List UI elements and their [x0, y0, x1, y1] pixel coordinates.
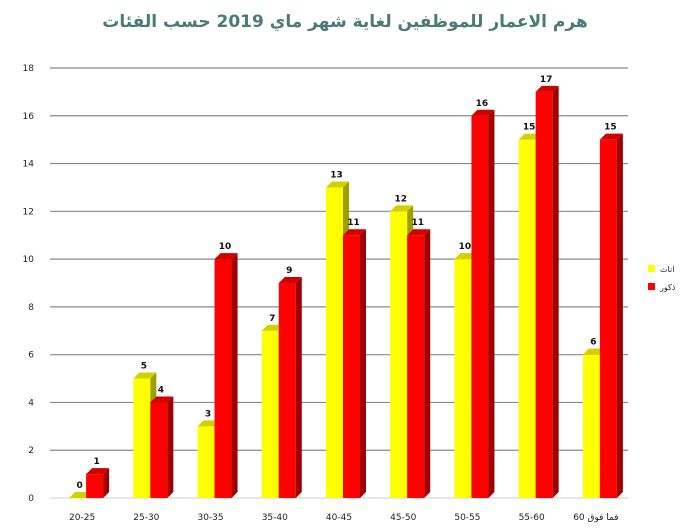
- bar-side: [231, 253, 238, 498]
- bar-front: [69, 498, 87, 499]
- y-tick-label: 2: [28, 446, 34, 456]
- y-tick-label: 8: [28, 303, 34, 313]
- bar-top: [326, 181, 349, 188]
- bar-front: [582, 354, 600, 498]
- bar-side: [616, 133, 623, 498]
- data-label: 5: [141, 362, 147, 372]
- x-tick-label: 45-50: [390, 513, 416, 523]
- x-tick-label: 55-60: [519, 513, 545, 523]
- y-tick-label: 4: [28, 398, 34, 408]
- bar-front: [261, 330, 279, 498]
- bar-front: [407, 235, 425, 498]
- y-axis: 0 2 4 6 8 10 12 14 16 18: [23, 64, 35, 504]
- legend-swatch: [648, 265, 655, 272]
- data-label: 1: [93, 457, 99, 467]
- y-tick-label: 0: [28, 494, 34, 504]
- bar-front: [518, 139, 536, 498]
- bar-top: [407, 229, 431, 236]
- y-tick-label: 18: [23, 64, 35, 74]
- bar-top: [86, 468, 110, 475]
- chart-title: هرم الاعمار للموظفين لغاية شهر ماي 2019 …: [102, 12, 588, 32]
- bar-side: [167, 396, 174, 498]
- bar-side: [295, 277, 302, 498]
- x-tick-label: 60 فما فوق: [573, 513, 618, 523]
- bar: 16: [471, 99, 495, 499]
- data-label: 16: [476, 99, 489, 109]
- bar-front: [278, 283, 296, 498]
- data-label: 15: [523, 123, 536, 133]
- bar-front: [86, 474, 104, 498]
- bar-top: [133, 372, 157, 379]
- y-tick-label: 6: [28, 351, 34, 361]
- x-axis: 20-25 25-30 30-35 35-40 40-45 45-50 50-55 55-60…: [69, 513, 619, 523]
- bar: 11: [407, 218, 431, 498]
- bar-top: [390, 205, 414, 212]
- bar-front: [471, 115, 489, 499]
- bar-side: [424, 229, 431, 498]
- bar-top: [471, 109, 495, 116]
- x-tick-label: 20-25: [69, 513, 95, 523]
- bar: 11: [343, 218, 366, 498]
- bar-top: [599, 133, 623, 140]
- x-tick-label: 40-45: [326, 513, 352, 523]
- x-tick-label: 35-40: [262, 513, 288, 523]
- data-label: 15: [604, 123, 617, 133]
- bar: 4: [150, 385, 174, 498]
- bar-top: [214, 253, 238, 260]
- x-tick-label: 25-30: [133, 513, 159, 523]
- data-label: 10: [459, 242, 472, 252]
- data-label: 11: [347, 218, 360, 228]
- legend-swatch: [648, 283, 655, 290]
- bar-side: [552, 85, 559, 498]
- bar-front: [214, 259, 232, 498]
- legend-label: ذكور: [659, 283, 676, 292]
- x-tick-label: 50-55: [454, 513, 480, 523]
- data-label: 17: [540, 75, 553, 85]
- bar-front: [535, 91, 553, 498]
- bar: 1: [86, 457, 110, 498]
- bar-front: [454, 259, 472, 498]
- bar-side: [488, 109, 495, 499]
- data-label: 3: [205, 409, 211, 419]
- bar-top: [150, 396, 174, 403]
- bar-top: [278, 277, 302, 283]
- bar-front: [197, 426, 215, 498]
- data-label: 7: [269, 314, 275, 324]
- legend: اناث ذكور: [648, 265, 676, 292]
- y-tick-label: 16: [23, 112, 35, 122]
- data-label: 4: [158, 385, 164, 395]
- data-label: 0: [76, 481, 82, 491]
- x-tick-label: 30-35: [197, 513, 223, 523]
- data-label: 6: [590, 338, 596, 348]
- data-label: 11: [411, 218, 424, 228]
- bar-side: [103, 468, 110, 498]
- data-label: 9: [286, 266, 292, 276]
- bar-top: [343, 229, 366, 236]
- bar-front: [150, 402, 168, 498]
- bar: 17: [535, 75, 559, 498]
- bar-front: [343, 235, 360, 498]
- bar-front: [326, 187, 343, 498]
- bar-top: [535, 85, 559, 92]
- y-tick-label: 10: [23, 255, 35, 265]
- y-tick-label: 14: [23, 160, 35, 170]
- bar: 9: [278, 266, 302, 498]
- bar-side: [360, 229, 366, 498]
- bar: 15: [599, 123, 623, 498]
- data-label: 12: [394, 194, 407, 204]
- bar-front: [133, 378, 151, 498]
- legend-label: اناث: [660, 265, 674, 274]
- data-label: 13: [330, 170, 343, 180]
- data-label: 10: [219, 242, 232, 252]
- bar-front: [390, 211, 408, 499]
- bar: 10: [214, 242, 238, 498]
- y-tick-label: 12: [23, 207, 34, 217]
- bar-front: [599, 139, 617, 498]
